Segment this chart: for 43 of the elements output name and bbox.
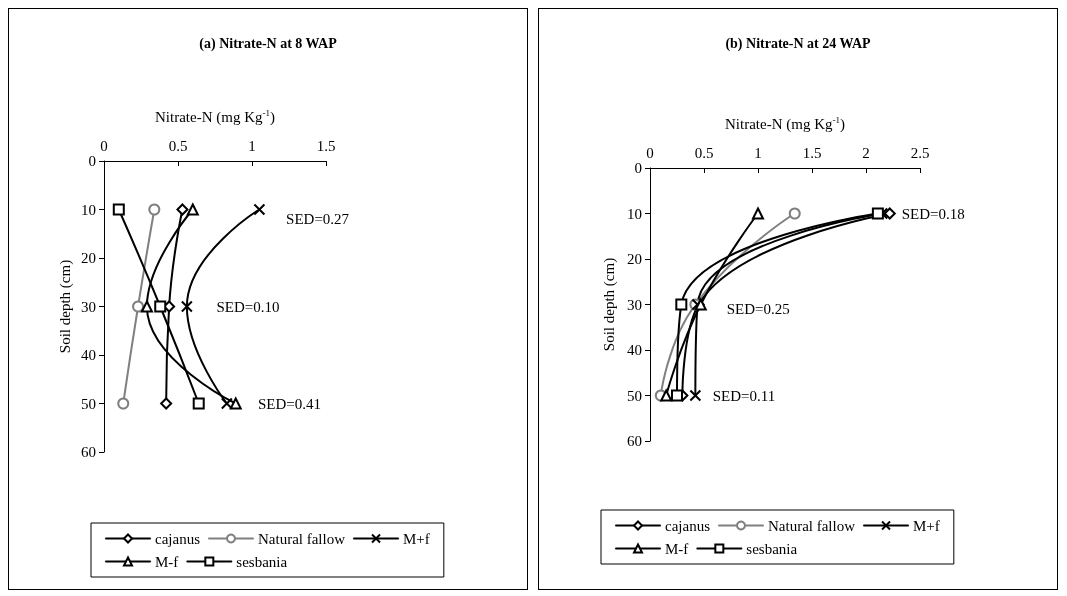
- x-tick-label: 0.5: [168, 137, 188, 154]
- y-tick-label: 50: [81, 395, 96, 412]
- legend-label: Natural fallow: [257, 530, 346, 547]
- legend-label: sesbania: [746, 540, 798, 557]
- y-tick-label: 40: [627, 342, 642, 358]
- y-tick-label: 20: [81, 250, 96, 266]
- legend-label: M+f: [913, 517, 940, 534]
- annotation: SED=0.25: [726, 301, 790, 318]
- x-tick-label: 2.5: [910, 144, 930, 161]
- legend-label: cajanus: [155, 530, 201, 547]
- annotation: SED=0.18: [901, 205, 965, 222]
- annotation: SED=0.10: [216, 298, 280, 315]
- y-tick-label: 30: [627, 296, 642, 313]
- legend-label: sesbania: [236, 553, 288, 570]
- x-tick-label: 0: [100, 137, 108, 154]
- y-tick-label: 50: [627, 387, 642, 404]
- y-tick-label: 30: [81, 298, 96, 315]
- y-tick-label: 60: [627, 433, 642, 449]
- y-tick-label: 40: [81, 347, 96, 363]
- legend-label: Natural fallow: [767, 517, 856, 534]
- y-tick-label: 10: [627, 205, 642, 222]
- legend-label: cajanus: [665, 517, 711, 534]
- annotation: SED=0.41: [257, 395, 321, 412]
- legend-label: M-f: [155, 553, 179, 570]
- chart-title: (b) Nitrate-N at 24 WAP: [725, 35, 872, 52]
- y-tick-label: 10: [81, 201, 96, 218]
- x-tick-label: 0: [646, 144, 654, 161]
- y-tick-label: 20: [627, 251, 642, 267]
- x-tick-label: 1: [248, 137, 256, 154]
- legend-label: M+f: [403, 530, 430, 547]
- x-tick-label: 1.5: [316, 137, 336, 154]
- y-axis-title: Soil depth (cm): [56, 259, 74, 354]
- annotation: SED=0.27: [286, 211, 350, 228]
- x-tick-label: 1.5: [802, 144, 822, 161]
- x-tick-label: 2: [862, 144, 870, 161]
- legend-label: M-f: [665, 540, 689, 557]
- y-tick-label: 0: [634, 160, 642, 176]
- annotation: SED=0.11: [712, 387, 776, 404]
- y-tick-label: 60: [81, 444, 96, 460]
- chart-title: (a) Nitrate-N at 8 WAP: [199, 35, 338, 52]
- x-tick-label: 0.5: [694, 144, 714, 161]
- x-tick-label: 1: [754, 144, 762, 161]
- y-axis-title: Soil depth (cm): [600, 257, 618, 352]
